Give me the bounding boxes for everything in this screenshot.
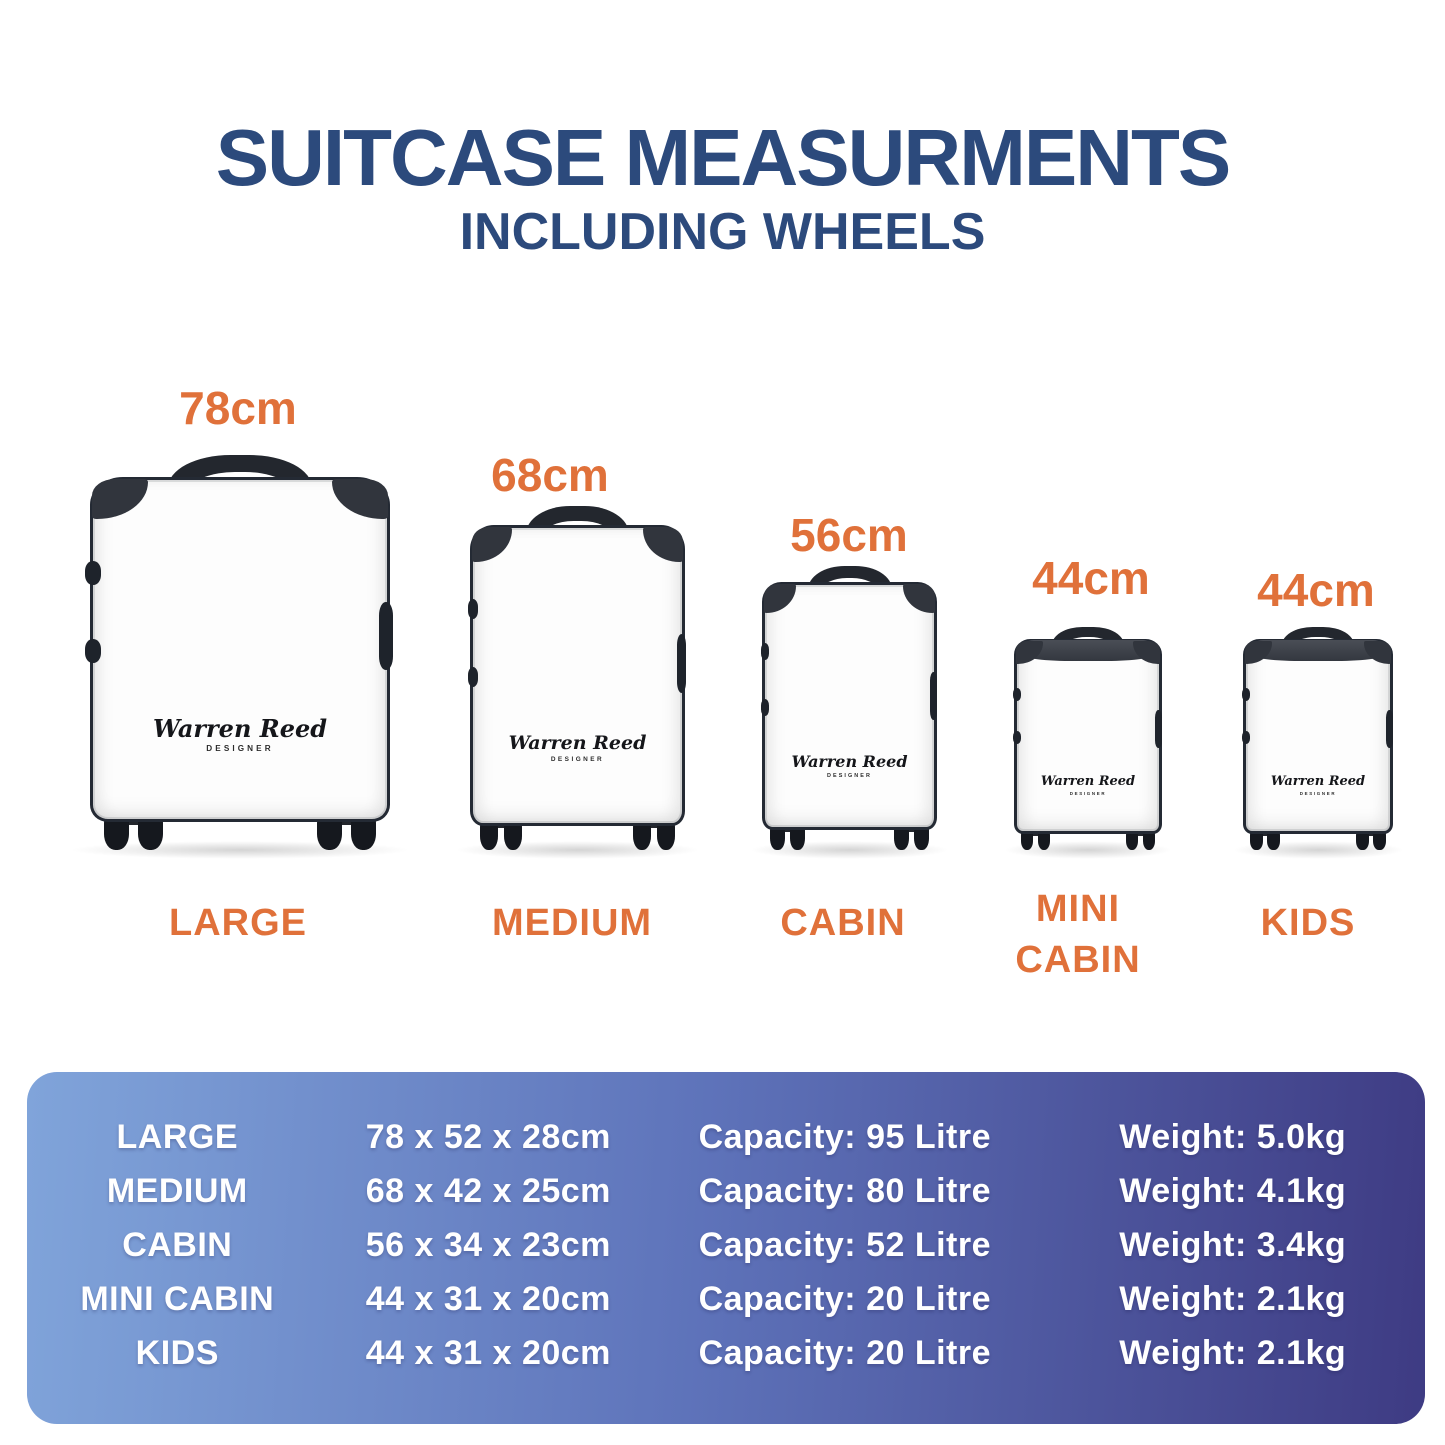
side-grip — [676, 634, 687, 694]
table-row: CABIN 56 x 34 x 23cm Capacity: 52 Litre … — [27, 1218, 1425, 1272]
brand-signature: Warren Reed DESIGNER — [93, 714, 387, 754]
size-label-mini-cabin: MINI CABIN — [1015, 888, 1141, 982]
suitcase-large: Warren Reed DESIGNER — [69, 455, 411, 859]
height-label-medium: 68cm — [491, 449, 609, 501]
side-latch — [85, 639, 101, 664]
corner-protector-right — [1133, 641, 1160, 664]
brand-subtitle: DESIGNER — [1299, 790, 1337, 796]
size-label-large: LARGE — [169, 902, 307, 944]
side-latch — [760, 642, 770, 660]
corner-protector-left — [92, 478, 148, 520]
dimensions-cell: 44 x 31 x 20cm — [365, 1279, 611, 1318]
side-latch — [85, 561, 101, 585]
brand-name: Warren Reed — [508, 732, 647, 755]
suitcase-kids: Warren Reed DESIGNER — [1232, 627, 1404, 859]
size-cell: LARGE — [116, 1117, 239, 1156]
brand-name: Warren Reed — [1270, 773, 1366, 789]
side-latch — [467, 666, 479, 688]
side-grip — [1155, 710, 1162, 749]
capacity-cell: Capacity: 20 Litre — [698, 1333, 992, 1372]
size-label-medium: MEDIUM — [491, 902, 653, 944]
corner-protector-right — [902, 583, 935, 613]
side-latch — [1013, 687, 1021, 701]
top-band — [1019, 640, 1157, 662]
side-grip — [929, 671, 938, 721]
brand-subtitle: DESIGNER — [1069, 790, 1107, 796]
capacity-cell: Capacity: 20 Litre — [698, 1279, 992, 1318]
weight-cell: Weight: 2.1kg — [1119, 1333, 1347, 1372]
side-latch — [1242, 687, 1250, 701]
side-latch — [760, 698, 770, 716]
brand-subtitle: DESIGNER — [827, 773, 872, 780]
capacity-cell: Capacity: 95 Litre — [698, 1117, 992, 1156]
side-latch — [467, 598, 479, 620]
weight-cell: Weight: 4.1kg — [1119, 1171, 1347, 1210]
suitcase-body: Warren Reed DESIGNER — [760, 581, 938, 831]
suitcase-mini-cabin: Warren Reed DESIGNER — [1003, 627, 1173, 859]
table-row: MINI CABIN 44 x 31 x 20cm Capacity: 20 L… — [27, 1272, 1425, 1326]
dimensions-cell: 56 x 34 x 23cm — [365, 1225, 611, 1264]
size-label-cabin: CABIN — [780, 902, 906, 944]
weight-cell: Weight: 3.4kg — [1119, 1225, 1347, 1264]
height-label-cabin: 56cm — [790, 509, 908, 561]
table-row: KIDS 44 x 31 x 20cm Capacity: 20 Litre W… — [27, 1326, 1425, 1380]
corner-protector-right — [332, 478, 388, 520]
brand-name: Warren Reed — [791, 752, 908, 772]
side-latch — [1013, 731, 1021, 745]
suitcase-body: Warren Reed DESIGNER — [467, 524, 687, 826]
top-band — [1248, 640, 1388, 662]
brand-subtitle: DESIGNER — [206, 744, 274, 754]
dimensions-cell: 78 x 52 x 28cm — [365, 1117, 611, 1156]
suitcase-body: Warren Reed DESIGNER — [1242, 639, 1393, 835]
suitcase-body: Warren Reed DESIGNER — [1013, 639, 1162, 835]
size-cell: CABIN — [122, 1225, 233, 1264]
size-cell: KIDS — [135, 1333, 219, 1372]
brand-signature: Warren Reed DESIGNER — [1246, 775, 1390, 796]
dimensions-cell: 44 x 31 x 20cm — [365, 1333, 611, 1372]
brand-signature: Warren Reed DESIGNER — [765, 752, 934, 780]
capacity-cell: Capacity: 80 Litre — [698, 1171, 992, 1210]
weight-cell: Weight: 5.0kg — [1119, 1117, 1347, 1156]
brand-name: Warren Reed — [1040, 773, 1136, 789]
height-label-large: 78cm — [179, 382, 297, 434]
height-label-mini-cabin: 44cm — [1032, 552, 1150, 604]
side-grip — [379, 601, 393, 670]
table-row: MEDIUM 68 x 42 x 25cm Capacity: 80 Litre… — [27, 1164, 1425, 1218]
corner-protector-left — [1016, 641, 1043, 664]
corner-protector-right — [1363, 641, 1391, 664]
suitcase-body: Warren Reed DESIGNER — [85, 476, 393, 823]
side-grip — [1386, 710, 1393, 749]
brand-signature: Warren Reed DESIGNER — [473, 732, 682, 764]
suitcase-cabin: Warren Reed DESIGNER — [749, 566, 950, 859]
side-latch — [1242, 731, 1250, 745]
page-title: SUITCASE MEASURMENTS — [215, 113, 1231, 202]
corner-protector-left — [1245, 641, 1273, 664]
brand-signature: Warren Reed DESIGNER — [1017, 775, 1159, 796]
spec-table: LARGE 78 x 52 x 28cm Capacity: 95 Litre … — [27, 1072, 1425, 1424]
size-label-kids: KIDS — [1260, 902, 1356, 944]
capacity-cell: Capacity: 52 Litre — [698, 1225, 992, 1264]
table-row: LARGE 78 x 52 x 28cm Capacity: 95 Litre … — [27, 1110, 1425, 1164]
suitcase-medium: Warren Reed DESIGNER — [454, 506, 701, 859]
page-subtitle: INCLUDING WHEELS — [459, 203, 986, 261]
brand-name: Warren Reed — [152, 714, 328, 744]
corner-protector-left — [764, 583, 797, 613]
brand-subtitle: DESIGNER — [550, 756, 605, 764]
dimensions-cell: 68 x 42 x 25cm — [365, 1171, 611, 1210]
size-cell: MEDIUM — [106, 1171, 248, 1210]
corner-protector-left — [472, 526, 512, 563]
size-cell: MINI CABIN — [80, 1279, 275, 1318]
height-label-kids: 44cm — [1257, 564, 1375, 616]
corner-protector-right — [643, 526, 683, 563]
weight-cell: Weight: 2.1kg — [1119, 1279, 1347, 1318]
